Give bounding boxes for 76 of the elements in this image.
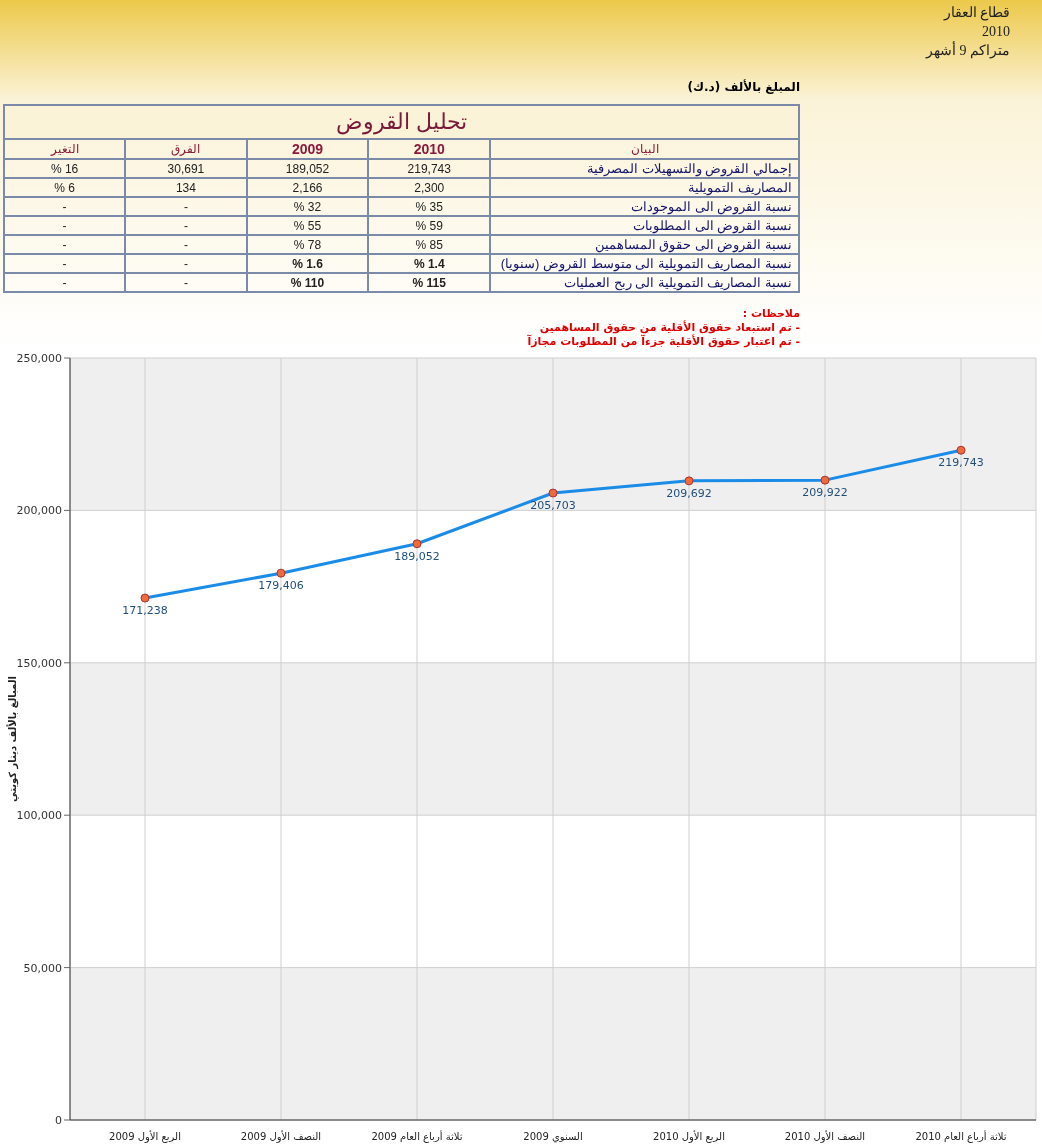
y-tick-label: 250,000: [16, 351, 62, 365]
text: -: [183, 199, 188, 214]
y-tick-label: 150,000: [16, 656, 62, 670]
text: 59 %: [415, 218, 443, 233]
text: -: [62, 237, 67, 252]
x-tick-label: الربع الأول 2009: [109, 1130, 181, 1143]
point: [412, 539, 422, 549]
y-axis-title: المبالغ بالألف دينار كويتي: [5, 676, 19, 802]
text: -: [183, 237, 188, 252]
point: [820, 475, 830, 485]
text: نسبة المصاريف التمويلية الى متوسط القروض (سنويا): [500, 256, 792, 271]
text: - تم اعتبار حقوق الأقلية جزءآ من المطلوبات مجازآ: [526, 335, 800, 349]
text: نسبة المصاريف التمويلية الى ربح العمليات: [563, 275, 792, 290]
category-label: 2009: [246, 139, 369, 159]
text: 6 %: [54, 180, 75, 195]
text: 219,743: [407, 161, 451, 176]
data-label: 209,692: [666, 486, 712, 500]
data-label: 209,922: [802, 485, 848, 499]
data-label: 179,406: [258, 578, 304, 592]
y-tick-label: 0: [55, 1113, 62, 1127]
text: -: [183, 256, 188, 271]
text: 134: [175, 180, 196, 195]
text: 30,691: [167, 161, 205, 176]
text: 2,166: [292, 180, 323, 195]
text: -: [62, 275, 67, 290]
text: المصاريف التمويلية: [688, 180, 792, 195]
text: إجمالي القروض والتسهيلات المصرفية: [587, 161, 792, 176]
point: [276, 568, 286, 578]
y-tick-label: 50,000: [23, 961, 62, 975]
text: 2010: [981, 23, 1010, 41]
text: -: [62, 218, 67, 233]
x-tick-label: السنوي 2009: [523, 1131, 583, 1143]
point: [140, 593, 150, 603]
data-label: 219,743: [938, 456, 984, 470]
text: - تم استبعاد حقوق الأقلية من حقوق المساهمين: [539, 321, 800, 335]
point: [548, 488, 558, 498]
x-tick-label: الربع الأول 2010: [653, 1130, 725, 1143]
text: 32 %: [293, 199, 322, 214]
text: 115 %: [412, 275, 446, 290]
text: -: [62, 256, 67, 271]
text: -: [183, 275, 188, 290]
x-tick-label: النصف الأول 2010: [784, 1130, 866, 1143]
text: المبلغ بالألف (د.ك): [686, 80, 800, 94]
text: 16 %: [50, 161, 79, 176]
text: 35 %: [415, 199, 443, 214]
text: نسبة القروض الى الموجودات: [631, 199, 792, 214]
category-label: 2010: [368, 139, 491, 159]
x-tick-label: ثلاثة أرباع العام 2010: [915, 1130, 1007, 1143]
category-label: التغير: [4, 139, 126, 159]
text: 2,300: [414, 180, 445, 195]
x-tick-label: ثلاثة أرباع العام 2009: [371, 1130, 463, 1143]
point: [956, 445, 966, 455]
y-tick-label: 100,000: [16, 809, 62, 823]
text: -: [183, 218, 188, 233]
text: 85 %: [415, 237, 443, 252]
text: 55 %: [293, 218, 322, 233]
category-label: البيان: [490, 139, 799, 159]
text: -: [62, 199, 67, 214]
text: 1.4 %: [413, 256, 445, 271]
text: 110 %: [290, 275, 325, 290]
point: [684, 476, 694, 486]
data-label: 189,052: [394, 549, 440, 563]
data-label: 171,238: [122, 603, 168, 617]
text: قطاع العقار: [942, 4, 1010, 22]
text: نسبة القروض الى حقوق المساهمين: [594, 237, 792, 252]
data-label: 205,703: [530, 498, 576, 512]
text: 78 %: [293, 237, 322, 252]
text: 1.6 %: [292, 256, 323, 271]
y-tick-label: 200,000: [16, 504, 62, 518]
category-label: الفرق: [125, 139, 247, 159]
text: 189,052: [285, 161, 330, 176]
text: نسبة القروض الى المطلوبات: [633, 218, 792, 233]
text: ملاحظات :: [741, 307, 800, 321]
text: تحليل القروض: [4, 105, 799, 139]
text: متراكم 9 أشهر: [926, 41, 1010, 60]
x-tick-label: النصف الأول 2009: [240, 1130, 322, 1143]
